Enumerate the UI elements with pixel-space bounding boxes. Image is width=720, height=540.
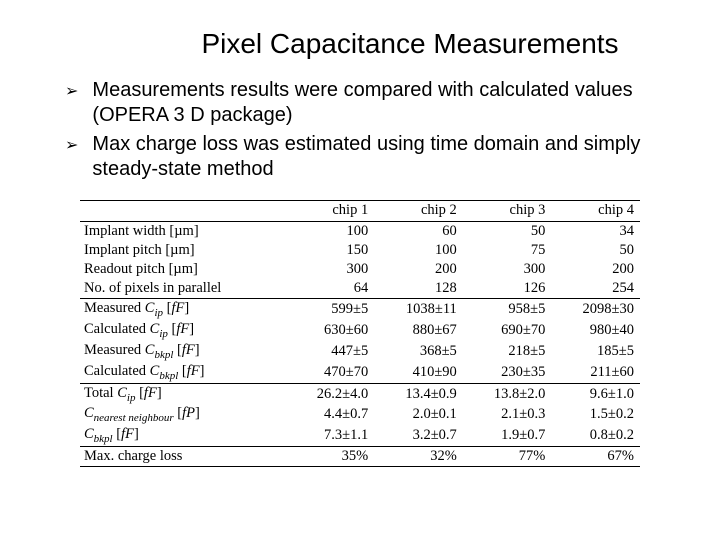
- table-row: Total Cip [fF]26.2±4.013.4±0.913.8±2.09.…: [80, 383, 640, 404]
- row-label: Total Cip [fF]: [80, 383, 286, 404]
- cell: 50: [551, 241, 640, 260]
- row-label: No. of pixels in parallel: [80, 279, 286, 299]
- cell: 200: [551, 260, 640, 279]
- cell: 1038±11: [374, 299, 463, 320]
- cell: 150: [286, 241, 375, 260]
- cell: 32%: [374, 447, 463, 467]
- cell: 958±5: [463, 299, 552, 320]
- cell: 1.5±0.2: [551, 404, 640, 425]
- row-label: Max. charge loss: [80, 447, 286, 467]
- row-label: Cbkpl [fF]: [80, 425, 286, 446]
- cell: 1.9±0.7: [463, 425, 552, 446]
- table-header-row: chip 1 chip 2 chip 3 chip 4: [80, 201, 640, 222]
- row-label: Measured Cbkpl [fF]: [80, 341, 286, 362]
- bullet-list: ➢ Measurements results were compared wit…: [0, 78, 720, 182]
- bullet-text: Measurements results were compared with …: [92, 78, 690, 128]
- cell: 128: [374, 279, 463, 299]
- cell: 60: [374, 222, 463, 242]
- cell: 410±90: [374, 362, 463, 383]
- slide-title: Pixel Capacitance Measurements: [0, 0, 720, 78]
- cell: 75: [463, 241, 552, 260]
- row-label: Cnearest neighbour [fP]: [80, 404, 286, 425]
- row-label: Measured Cip [fF]: [80, 299, 286, 320]
- table-header: [80, 201, 286, 222]
- chevron-right-icon: ➢: [65, 81, 78, 101]
- cell: 211±60: [551, 362, 640, 383]
- list-item: ➢ Max charge loss was estimated using ti…: [65, 132, 690, 182]
- cell: 34: [551, 222, 640, 242]
- table-row: Cnearest neighbour [fP]4.4±0.72.0±0.12.1…: [80, 404, 640, 425]
- cell: 100: [374, 241, 463, 260]
- cell: 300: [286, 260, 375, 279]
- table-row: Implant width [µm]100605034: [80, 222, 640, 242]
- cell: 67%: [551, 447, 640, 467]
- cell: 368±5: [374, 341, 463, 362]
- cell: 3.2±0.7: [374, 425, 463, 446]
- cell: 599±5: [286, 299, 375, 320]
- cell: 7.3±1.1: [286, 425, 375, 446]
- table-row: Calculated Cbkpl [fF]470±70410±90230±352…: [80, 362, 640, 383]
- table-row: Cbkpl [fF]7.3±1.13.2±0.71.9±0.70.8±0.2: [80, 425, 640, 446]
- cell: 2.0±0.1: [374, 404, 463, 425]
- cell: 13.4±0.9: [374, 383, 463, 404]
- cell: 50: [463, 222, 552, 242]
- cell: 230±35: [463, 362, 552, 383]
- bullet-text: Max charge loss was estimated using time…: [92, 132, 690, 182]
- list-item: ➢ Measurements results were compared wit…: [65, 78, 690, 128]
- cell: 690±70: [463, 320, 552, 341]
- table-header: chip 4: [551, 201, 640, 222]
- cell: 200: [374, 260, 463, 279]
- row-label: Calculated Cbkpl [fF]: [80, 362, 286, 383]
- cell: 2.1±0.3: [463, 404, 552, 425]
- table-row: Measured Cbkpl [fF]447±5368±5218±5185±5: [80, 341, 640, 362]
- table-row: Implant pitch [µm]1501007550: [80, 241, 640, 260]
- cell: 2098±30: [551, 299, 640, 320]
- cell: 254: [551, 279, 640, 299]
- table-row: Calculated Cip [fF]630±60880±67690±70980…: [80, 320, 640, 341]
- cell: 9.6±1.0: [551, 383, 640, 404]
- cell: 300: [463, 260, 552, 279]
- row-label: Implant pitch [µm]: [80, 241, 286, 260]
- table-row: Measured Cip [fF]599±51038±11958±52098±3…: [80, 299, 640, 320]
- table-header: chip 2: [374, 201, 463, 222]
- table-row: Readout pitch [µm]300200300200: [80, 260, 640, 279]
- table-header: chip 3: [463, 201, 552, 222]
- row-label: Readout pitch [µm]: [80, 260, 286, 279]
- table-header: chip 1: [286, 201, 375, 222]
- cell: 100: [286, 222, 375, 242]
- cell: 447±5: [286, 341, 375, 362]
- capacitance-table: chip 1 chip 2 chip 3 chip 4 Implant widt…: [80, 200, 640, 467]
- cell: 630±60: [286, 320, 375, 341]
- cell: 880±67: [374, 320, 463, 341]
- cell: 218±5: [463, 341, 552, 362]
- row-label: Calculated Cip [fF]: [80, 320, 286, 341]
- table-row: Max. charge loss35%32%77%67%: [80, 447, 640, 467]
- cell: 185±5: [551, 341, 640, 362]
- table-row: No. of pixels in parallel64128126254: [80, 279, 640, 299]
- cell: 980±40: [551, 320, 640, 341]
- chevron-right-icon: ➢: [65, 135, 78, 155]
- cell: 0.8±0.2: [551, 425, 640, 446]
- cell: 126: [463, 279, 552, 299]
- cell: 35%: [286, 447, 375, 467]
- cell: 26.2±4.0: [286, 383, 375, 404]
- cell: 470±70: [286, 362, 375, 383]
- cell: 13.8±2.0: [463, 383, 552, 404]
- cell: 64: [286, 279, 375, 299]
- cell: 4.4±0.7: [286, 404, 375, 425]
- cell: 77%: [463, 447, 552, 467]
- row-label: Implant width [µm]: [80, 222, 286, 242]
